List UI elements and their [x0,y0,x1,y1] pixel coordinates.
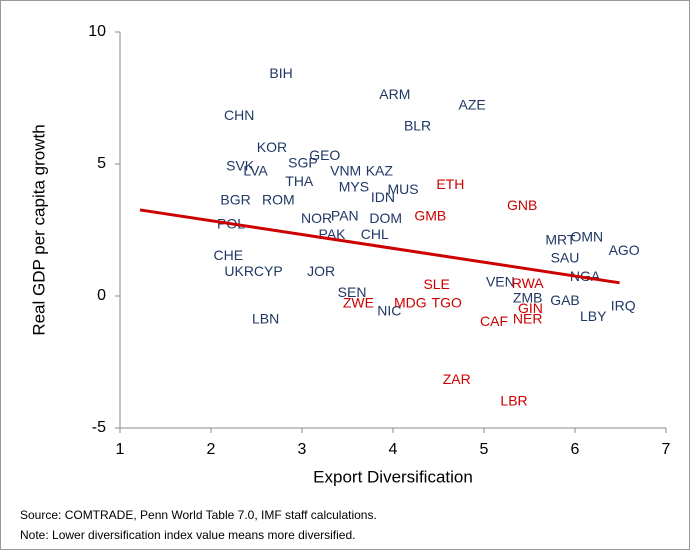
point-label: GIN [518,300,543,316]
point-label: CAF [480,313,508,329]
x-axis-label: Export Diversification [313,467,473,486]
point-label: CHL [361,226,389,242]
point-label: NER [513,310,543,326]
point-label: BLR [404,118,431,134]
point-label: CYP [254,263,283,279]
point-label: LBY [580,308,607,324]
point-label: AGO [609,242,640,258]
note: Note: Lower diversification index value … [20,528,356,542]
point-label: ZAR [443,371,471,387]
y-tick-label: -5 [92,419,106,436]
point-label: CHN [224,107,254,123]
x-tick-label: 4 [389,441,398,458]
point-label: RWA [512,275,545,291]
point-label: LVA [243,163,268,179]
y-tick-label: 10 [88,23,106,40]
point-label: IRQ [611,297,636,313]
point-label: CHE [214,247,244,263]
x-tick-label: 3 [298,441,307,458]
x-tick-label: 7 [662,441,671,458]
point-label: NIC [377,303,401,319]
point-label: GEO [309,147,340,163]
point-label: GAB [550,292,580,308]
point-label: NOR [301,210,332,226]
point-label: IDN [371,189,395,205]
point-label: BGR [220,192,250,208]
source-note: Source: COMTRADE, Penn World Table 7.0, … [20,508,377,522]
point-label: ARM [379,86,410,102]
y-tick-label: 0 [97,287,106,304]
point-label: UKR [224,263,254,279]
point-label: MUS [387,181,418,197]
point-label: ETH [436,176,464,192]
point-label: DOM [369,210,402,226]
point-label: GMB [414,208,446,224]
point-label: PAN [331,208,359,224]
point-label: THA [285,173,314,189]
point-label: SEN [338,284,367,300]
trend-line [139,208,620,285]
y-tick-label: 5 [97,155,106,172]
point-label: LBN [252,310,279,326]
point-label: ZMB [513,289,543,305]
point-label: BIH [269,65,292,81]
x-tick-label: 1 [116,441,125,458]
point-label: JOR [307,263,335,279]
x-tick-label: 6 [571,441,580,458]
x-tick-label: 2 [207,441,216,458]
point-label: SGP [288,155,318,171]
point-label: MYS [339,178,369,194]
point-label: KAZ [366,163,394,179]
y-axis-label: Real GDP per capita growth [29,124,48,335]
point-label: VNM [330,163,361,179]
point-label: ROM [262,192,295,208]
x-tick-label: 5 [480,441,489,458]
point-label: GNB [507,197,537,213]
point-label: SVK [226,157,255,173]
point-label: MDG [394,295,427,311]
point-label: LBR [500,392,527,408]
point-label: TGO [432,295,462,311]
point-label: VEN [486,274,515,290]
point-label: OMN [570,229,603,245]
point-label: KOR [257,139,287,155]
point-label: MRT [545,231,576,247]
point-label: ZWE [343,295,374,311]
point-label: SLE [423,276,449,292]
point-label: SAU [551,250,580,266]
point-label: AZE [459,97,486,113]
